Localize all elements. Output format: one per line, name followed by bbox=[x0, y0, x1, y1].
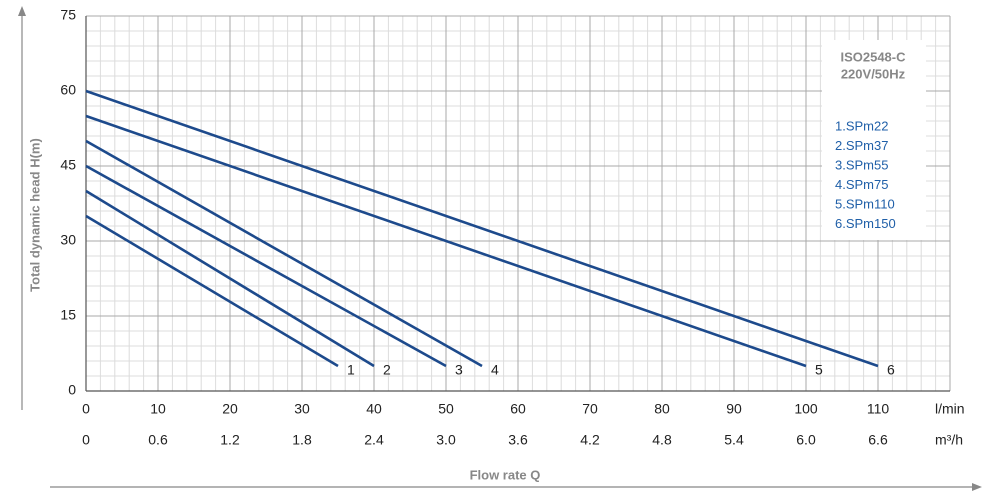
legend-entry: 4.SPm75 bbox=[835, 177, 888, 192]
x-tick-label: 50 bbox=[438, 401, 454, 417]
end-label: 3 bbox=[455, 362, 463, 378]
x-tick-label: 60 bbox=[510, 401, 526, 417]
series-line bbox=[85, 189, 375, 368]
x-tick-label: 100 bbox=[794, 401, 818, 417]
x2-tick-label: 1.2 bbox=[220, 432, 240, 448]
series-line bbox=[85, 89, 879, 368]
y-tick-label: 15 bbox=[60, 307, 76, 323]
x2-tick-label: 6.0 bbox=[796, 432, 816, 448]
y-arrow-head bbox=[18, 6, 26, 16]
legend-entry: 5.SPm110 bbox=[835, 196, 895, 211]
series-line bbox=[85, 114, 807, 368]
x2-unit: m³/h bbox=[935, 432, 963, 448]
x2-tick-label: 0.6 bbox=[148, 432, 168, 448]
x2-tick-label: 4.2 bbox=[580, 432, 600, 448]
series-line bbox=[85, 139, 483, 368]
x-axis-label: Flow rate Q bbox=[470, 467, 541, 482]
annotation: ISO2548-C bbox=[840, 49, 906, 64]
x-tick-label: 20 bbox=[222, 401, 238, 417]
x2-tick-label: 2.4 bbox=[364, 432, 384, 448]
x-arrow-head bbox=[972, 483, 982, 491]
legend-entry: 2.SPm37 bbox=[835, 138, 888, 153]
end-label: 1 bbox=[347, 362, 355, 378]
x-tick-label: 90 bbox=[726, 401, 742, 417]
end-label: 4 bbox=[491, 362, 499, 378]
x-tick-label: 0 bbox=[82, 401, 90, 417]
x2-tick-label: 3.0 bbox=[436, 432, 456, 448]
x2-tick-label: 0 bbox=[82, 432, 90, 448]
series-line bbox=[85, 164, 447, 368]
end-label: 5 bbox=[815, 362, 823, 378]
x-tick-label: 80 bbox=[654, 401, 670, 417]
legend-entry: 1.SPm22 bbox=[835, 118, 888, 133]
y-tick-label: 30 bbox=[60, 232, 76, 248]
y-tick-label: 45 bbox=[60, 157, 76, 173]
y-tick-label: 60 bbox=[60, 82, 76, 98]
legend-entry: 6.SPm150 bbox=[835, 216, 896, 231]
x2-tick-label: 5.4 bbox=[724, 432, 744, 448]
grid bbox=[85, 15, 951, 392]
series-line bbox=[85, 214, 339, 368]
x-unit: l/min bbox=[935, 401, 965, 417]
x2-tick-label: 4.8 bbox=[652, 432, 672, 448]
x-tick-label: 70 bbox=[582, 401, 598, 417]
x-tick-label: 110 bbox=[867, 401, 890, 417]
y-axis-label: Total dynamic head H(m) bbox=[27, 138, 42, 292]
legend-entry: 3.SPm55 bbox=[835, 157, 888, 172]
x2-tick-label: 6.6 bbox=[868, 432, 888, 448]
end-label: 2 bbox=[383, 362, 391, 378]
x-tick-label: 30 bbox=[294, 401, 310, 417]
y-tick-label: 75 bbox=[60, 7, 76, 23]
x2-tick-label: 3.6 bbox=[508, 432, 528, 448]
x-tick-label: 10 bbox=[150, 401, 166, 417]
x-tick-label: 40 bbox=[366, 401, 382, 417]
legend-box bbox=[822, 40, 926, 240]
x2-tick-label: 1.8 bbox=[292, 432, 312, 448]
annotation: 220V/50Hz bbox=[841, 66, 906, 81]
y-tick-label: 0 bbox=[68, 382, 76, 398]
end-label: 6 bbox=[887, 362, 895, 378]
